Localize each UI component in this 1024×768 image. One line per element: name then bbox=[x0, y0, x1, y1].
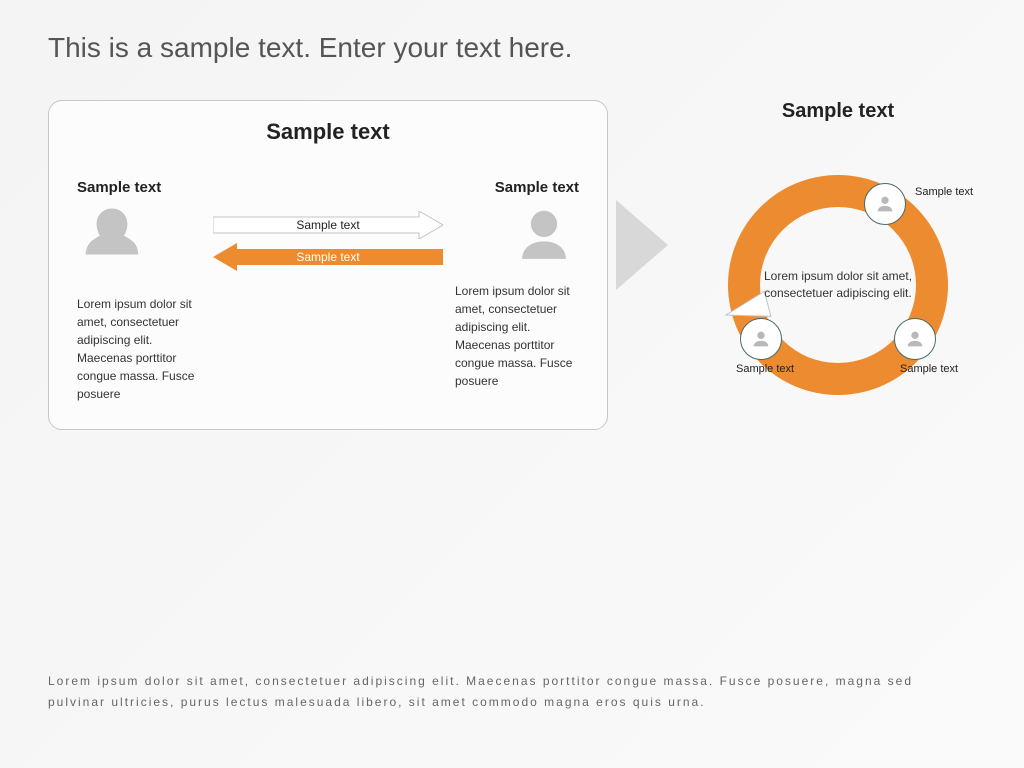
left-person-label: Sample text bbox=[77, 179, 201, 196]
left-person-desc: Lorem ipsum dolor sit amet, consectetuer… bbox=[77, 295, 201, 403]
transition-arrow-column bbox=[616, 100, 668, 290]
right-person-label: Sample text bbox=[455, 179, 579, 196]
ring-node-label: Sample text bbox=[736, 363, 794, 375]
slide-title: This is a sample text. Enter your text h… bbox=[48, 32, 976, 64]
exchange-panel: Sample text Sample text Lorem ipsum dolo… bbox=[48, 100, 608, 430]
ring-node-label: Sample text bbox=[900, 363, 958, 375]
left-person-column: Sample text Lorem ipsum dolor sit amet, … bbox=[77, 179, 201, 403]
person-icon bbox=[874, 193, 896, 215]
right-person-column: Sample text Lorem ipsum dolor sit amet, … bbox=[455, 179, 579, 390]
arrow-right: Sample text bbox=[213, 211, 443, 239]
ring-node bbox=[864, 183, 906, 225]
person-female-icon bbox=[77, 202, 147, 272]
ring-center-text: Lorem ipsum dolor sit amet, consectetuer… bbox=[763, 268, 913, 302]
ring-section: Sample text Lorem ipsum dolor sit amet, … bbox=[676, 100, 988, 435]
footer-text: Lorem ipsum dolor sit amet, consectetuer… bbox=[48, 671, 976, 712]
arrows-column: Sample text Sample text bbox=[213, 179, 443, 271]
person-icon bbox=[904, 328, 926, 350]
ring-diagram: Lorem ipsum dolor sit amet, consectetuer… bbox=[688, 135, 988, 435]
chevron-right-icon bbox=[616, 200, 668, 290]
content-row: Sample text Sample text Lorem ipsum dolo… bbox=[48, 100, 976, 435]
arrow-left: Sample text bbox=[213, 243, 443, 271]
panel-body: Sample text Lorem ipsum dolor sit amet, … bbox=[77, 179, 579, 403]
slide: This is a sample text. Enter your text h… bbox=[0, 0, 1024, 768]
arrow-right-label: Sample text bbox=[213, 211, 443, 239]
ring-title: Sample text bbox=[688, 100, 988, 123]
arrow-left-label: Sample text bbox=[213, 243, 443, 271]
person-icon bbox=[750, 328, 772, 350]
person-male-icon bbox=[509, 202, 579, 272]
ring-node bbox=[894, 318, 936, 360]
right-person-desc: Lorem ipsum dolor sit amet, consectetuer… bbox=[455, 282, 579, 390]
panel-title: Sample text bbox=[77, 119, 579, 145]
ring-node bbox=[740, 318, 782, 360]
ring-node-label: Sample text bbox=[915, 186, 973, 198]
